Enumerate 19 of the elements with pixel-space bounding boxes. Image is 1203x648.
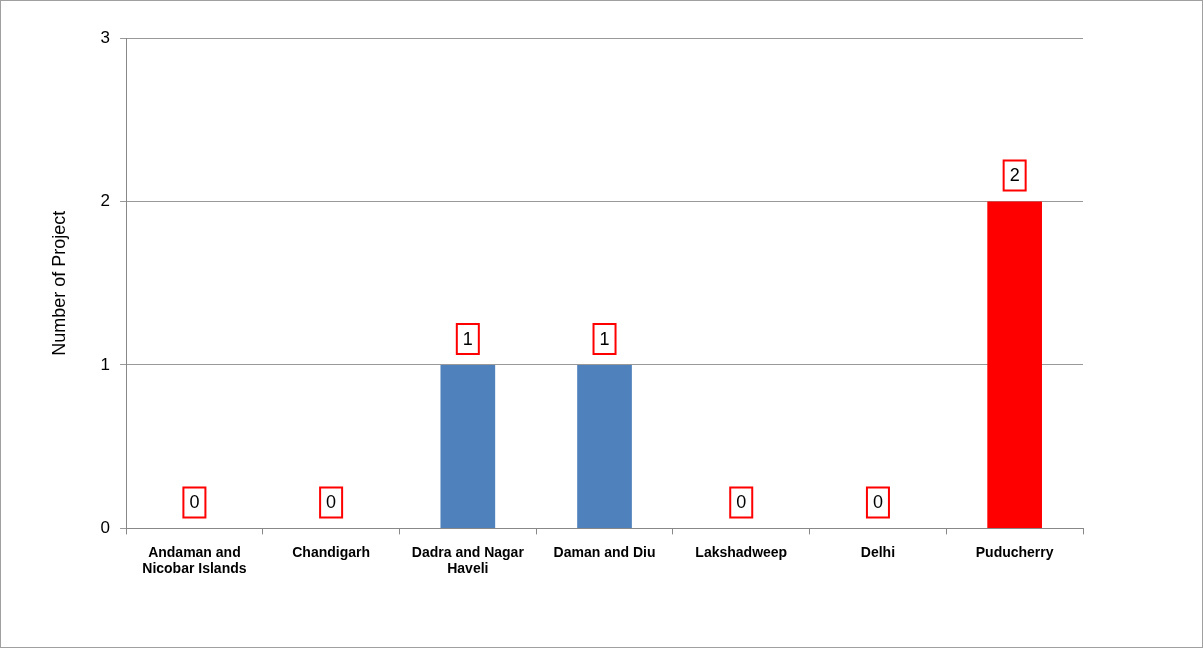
y-axis-title: Number of Project bbox=[48, 210, 69, 356]
x-tick-label: Daman and Diu bbox=[553, 543, 656, 560]
data-label: 1 bbox=[462, 328, 473, 349]
x-tick-label: Andaman and Nicobar Islands bbox=[142, 543, 247, 577]
data-label: 0 bbox=[872, 492, 883, 513]
x-tick-label: Delhi bbox=[860, 543, 896, 560]
data-label: 0 bbox=[736, 492, 747, 513]
y-tick-label: 0 bbox=[100, 518, 111, 538]
y-tick-label: 1 bbox=[100, 354, 111, 374]
data-label: 0 bbox=[326, 492, 337, 513]
data-label: 0 bbox=[189, 492, 200, 513]
y-tick-label: 3 bbox=[100, 27, 111, 47]
x-tick-label: Puducherry bbox=[975, 543, 1054, 560]
x-tick-label: Chandigarh bbox=[292, 543, 370, 560]
y-tick-label: 2 bbox=[100, 191, 111, 211]
x-tick-label: Dadra and Nagar Haveli bbox=[411, 543, 525, 577]
data-label: 2 bbox=[1009, 165, 1020, 186]
x-tick-label: Lakshadweep bbox=[695, 543, 788, 560]
data-label: 1 bbox=[599, 328, 610, 349]
